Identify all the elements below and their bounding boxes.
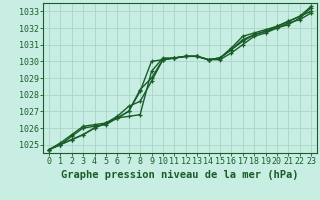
X-axis label: Graphe pression niveau de la mer (hPa): Graphe pression niveau de la mer (hPa) <box>61 170 299 180</box>
